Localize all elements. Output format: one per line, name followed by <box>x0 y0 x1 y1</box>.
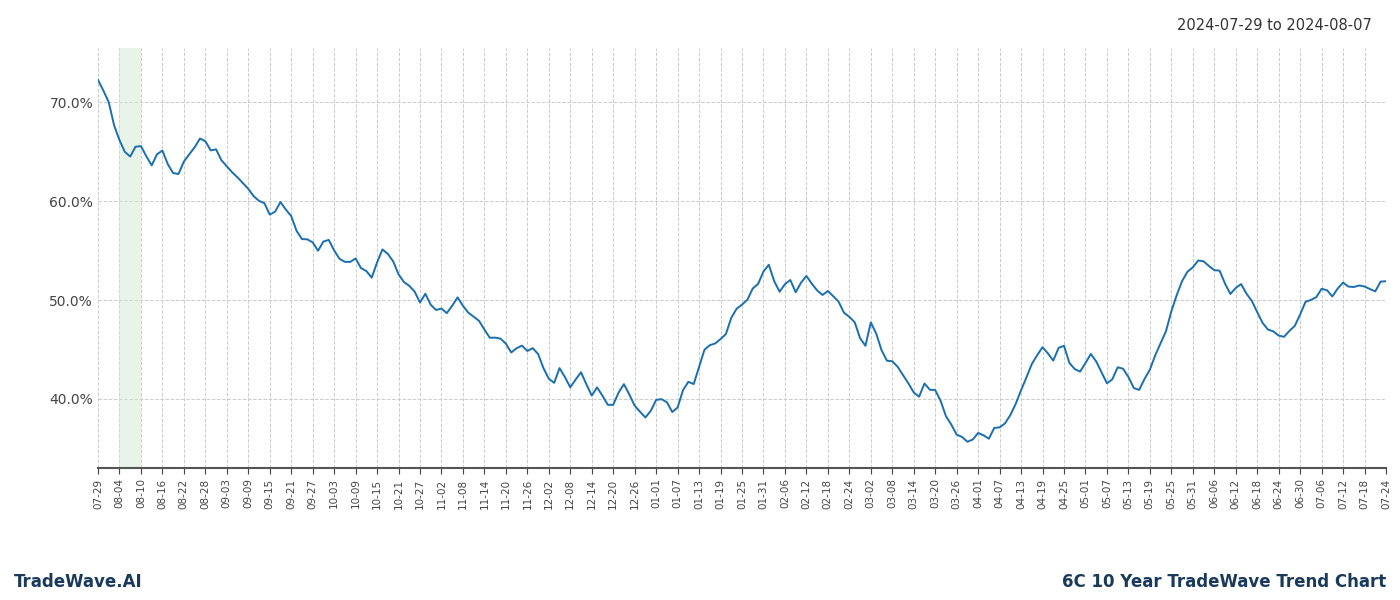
Text: 2024-07-29 to 2024-08-07: 2024-07-29 to 2024-08-07 <box>1177 18 1372 33</box>
Text: TradeWave.AI: TradeWave.AI <box>14 573 143 591</box>
Bar <box>119 48 141 468</box>
Text: 6C 10 Year TradeWave Trend Chart: 6C 10 Year TradeWave Trend Chart <box>1061 573 1386 591</box>
